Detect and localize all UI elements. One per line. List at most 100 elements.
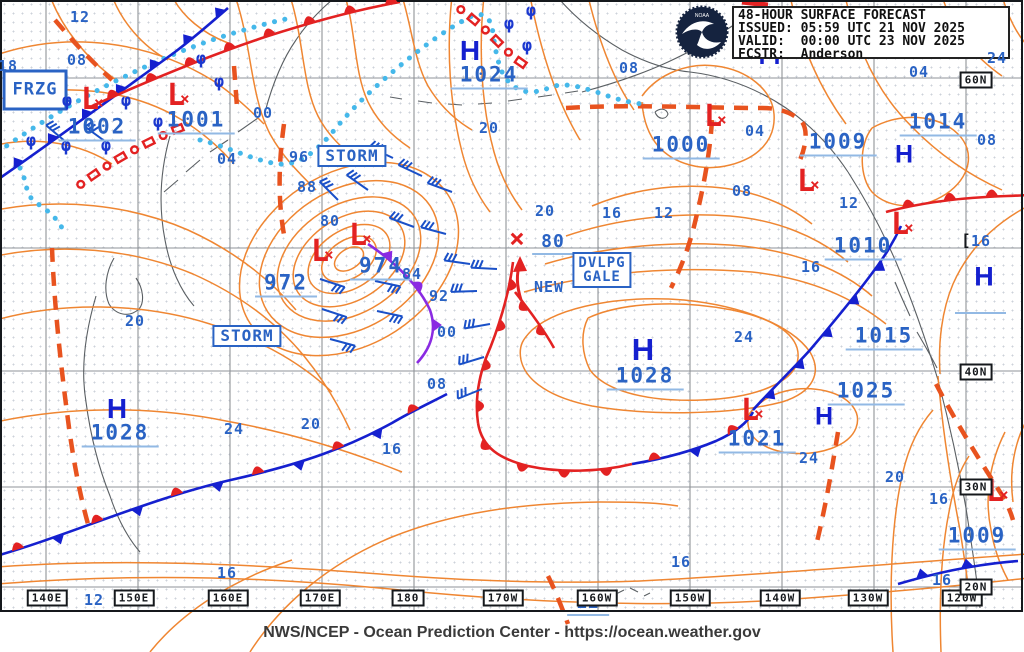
high-pressure-symbol: H	[631, 332, 655, 367]
isobar-label: 16	[381, 440, 403, 458]
isobar-label: 20	[300, 415, 322, 433]
front-marker	[507, 278, 517, 292]
front-marker	[599, 467, 613, 476]
isobar-label: 00	[252, 104, 274, 122]
front-marker	[251, 466, 265, 476]
pressure-label: 1028	[606, 364, 684, 391]
pressure-label: 1000	[642, 133, 720, 160]
wind-barb	[321, 308, 348, 325]
isobar-label: 16	[970, 232, 992, 250]
header-line-2: ISSUED: 05:59 UTC 21 NOV 2025	[738, 21, 965, 36]
isobar-label: 20	[884, 468, 906, 486]
cold-front	[897, 559, 1019, 586]
wind-barb	[318, 177, 339, 201]
longitude-label: 170E	[299, 589, 341, 607]
station-phi-symbol: φ	[25, 131, 37, 151]
frontolysis-rect	[465, 12, 481, 27]
wind-barb	[420, 219, 447, 235]
latitude-label: 40N	[959, 363, 993, 381]
pressure-label: 80	[532, 231, 574, 255]
front-motion-arrowhead	[513, 256, 527, 272]
frontolysis-circle	[76, 179, 86, 189]
lat-lon-grid	[2, 2, 1022, 611]
front-marker	[223, 42, 236, 52]
isobar-label: 12	[69, 8, 91, 26]
front-marker	[902, 199, 915, 209]
frontolysis-circle	[158, 130, 168, 141]
front-marker	[476, 399, 485, 413]
wind-barb	[458, 353, 485, 366]
pressure-label: 1010	[824, 234, 902, 261]
wind-barb	[84, 121, 107, 143]
front-marker	[407, 404, 420, 415]
front-marker	[648, 452, 662, 462]
isobar-label: 08	[618, 59, 640, 77]
longitude-label: 130W	[847, 589, 889, 607]
isobar-label: 88	[296, 178, 318, 196]
high-pressure-symbol: H	[106, 393, 128, 424]
front-marker	[51, 533, 65, 545]
map-border	[0, 0, 1023, 612]
wind-barb	[456, 387, 483, 400]
front-marker	[496, 319, 506, 332]
front-marker	[689, 446, 702, 458]
low-pressure-symbol: L ×	[310, 234, 334, 269]
occluded-front	[367, 242, 435, 364]
front-marker	[793, 358, 805, 370]
front-marker	[11, 542, 25, 552]
front-marker	[381, 250, 393, 262]
isobar-label: 08	[426, 375, 448, 393]
front-marker	[170, 487, 184, 497]
isobar-label: 16	[931, 571, 953, 589]
longitude-label: 150E	[113, 589, 155, 607]
wind-barb	[450, 283, 478, 293]
new-low-label: NEW	[533, 278, 565, 296]
header-line-1: 48-HOUR SURFACE FORECAST	[738, 8, 926, 23]
wind-barb	[346, 169, 369, 191]
front-marker	[370, 428, 383, 440]
frontolysis-rect	[113, 150, 129, 165]
longitude-label: 160W	[576, 589, 618, 607]
latitude-label: 20N	[959, 578, 993, 596]
frontolysis-circle	[503, 47, 514, 57]
latitude-label: 30N	[959, 478, 993, 496]
frontolysis-circle	[129, 145, 140, 155]
wind-barb	[374, 280, 402, 295]
weather-fronts	[0, 0, 1024, 586]
pressure-label: 1009	[799, 130, 877, 157]
isobar-label: 24	[223, 420, 245, 438]
isobar-label: 12	[83, 591, 105, 609]
front-marker	[81, 108, 93, 120]
front-marker	[183, 34, 194, 46]
isobar-label: 24	[733, 328, 755, 346]
front-marker	[343, 5, 357, 15]
station-phi-symbol: φ	[100, 136, 112, 156]
front-marker	[960, 558, 974, 569]
front-marker	[536, 323, 547, 336]
front-marker	[518, 299, 530, 311]
pressure-label: 1024	[450, 63, 528, 90]
pressure-label: 1015	[845, 324, 923, 351]
station-phi-symbol: φ	[525, 1, 537, 21]
wind-barb	[397, 158, 423, 177]
frzg-label: FRZG	[2, 69, 68, 111]
warm-front	[475, 261, 515, 424]
isobar-label: 92	[428, 287, 450, 305]
isobar-label: 08	[976, 131, 998, 149]
pressure-label: 1021	[718, 427, 796, 454]
isobar-label: 96	[288, 148, 310, 166]
front-marker	[727, 425, 739, 436]
storm-position-x: ×	[509, 224, 525, 254]
cold-front	[752, 225, 903, 411]
front-marker	[874, 260, 886, 271]
freezing-line	[0, 11, 645, 231]
low-pressure-symbol: L ×	[166, 78, 190, 113]
front-marker	[47, 133, 59, 145]
front-marker	[432, 318, 442, 332]
front-marker	[184, 57, 197, 67]
low-pressure-symbol: L ×	[890, 207, 914, 242]
isobar-label: 00	[436, 323, 458, 341]
wind-barb	[463, 318, 491, 330]
front-marker	[214, 7, 226, 19]
